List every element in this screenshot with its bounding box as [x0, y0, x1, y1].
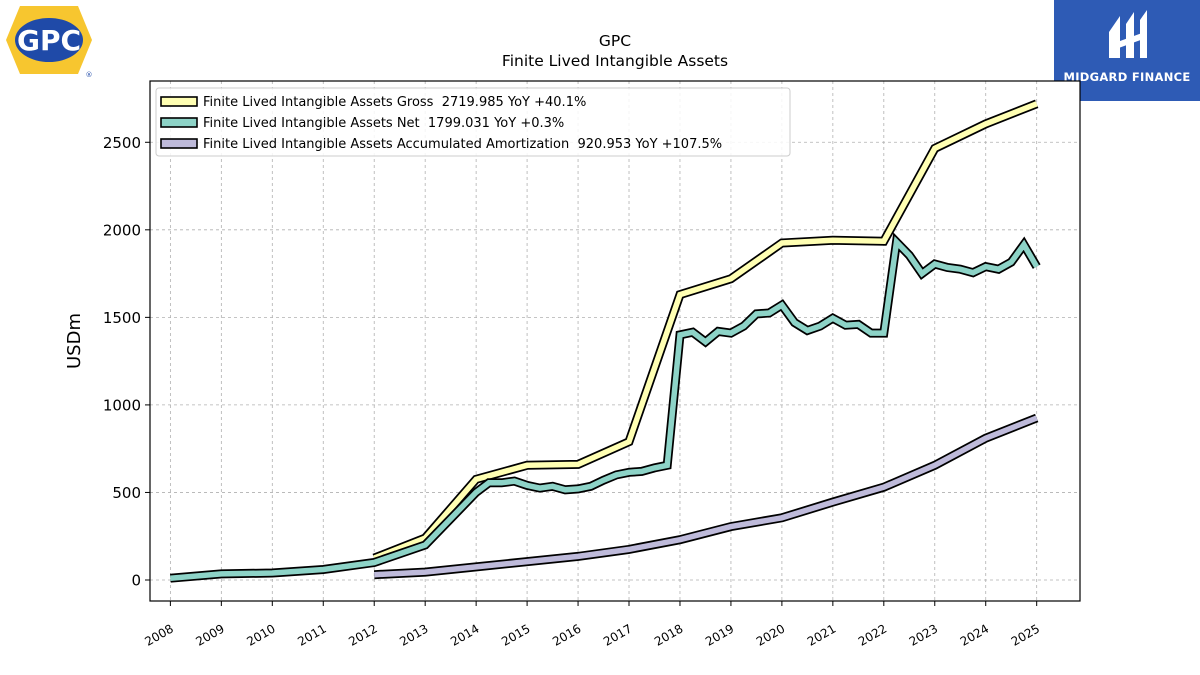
x-tick-label: 2022 — [856, 621, 889, 648]
legend-label: Finite Lived Intangible Assets Accumulat… — [203, 137, 722, 152]
plot-area — [150, 81, 1080, 601]
gpc-logo-oval — [15, 18, 83, 62]
y-tick-label: 1500 — [103, 309, 141, 327]
legend-swatch — [160, 117, 198, 128]
y-tick-label: 2000 — [103, 221, 141, 239]
plot-frame — [149, 80, 1081, 602]
y-tick-label: 1000 — [103, 396, 141, 414]
x-tick-label: 2020 — [754, 621, 787, 648]
x-tick-label: 2019 — [703, 621, 736, 648]
x-tick-label: 2015 — [499, 621, 532, 648]
y-tick-label: 500 — [112, 484, 141, 502]
legend-label: Finite Lived Intangible Assets Net 1799.… — [203, 116, 564, 131]
gpc-logo-text: GPC — [17, 24, 81, 57]
x-tick-label: 2021 — [805, 621, 838, 648]
x-tick-label: 2008 — [142, 621, 175, 648]
series-line-0 — [373, 101, 1038, 561]
legend-label: Finite Lived Intangible Assets Gross 271… — [203, 95, 586, 110]
x-tick-label: 2009 — [193, 621, 226, 648]
x-tick-label: 2012 — [346, 621, 379, 648]
midgard-finance-label: MIDGARD FINANCE — [1063, 70, 1191, 84]
x-tick-label: 2016 — [550, 621, 583, 648]
x-tick-label: 2010 — [244, 621, 277, 648]
gpc-logo-registered-mark: ® — [86, 71, 93, 78]
series-line-2 — [374, 415, 1038, 578]
x-tick-label: 2025 — [1009, 621, 1042, 648]
chart-title: GPC — [598, 32, 632, 50]
legend-swatch — [160, 96, 198, 107]
legend-box — [155, 87, 791, 157]
y-tick-label: 0 — [131, 571, 141, 589]
x-tick-label: 2011 — [295, 621, 328, 648]
x-tick-label: 2013 — [397, 621, 430, 648]
y-tick-label: 2500 — [103, 134, 141, 152]
gpc-logo: GPC ® — [4, 4, 94, 79]
x-tick-label: 2014 — [448, 621, 481, 648]
chart-subtitle: Finite Lived Intangible Assets — [501, 52, 729, 70]
x-tick-label: 2018 — [652, 621, 685, 648]
midgard-finance-logo: MIDGARD FINANCE — [1054, 0, 1200, 101]
y-axis-label: USDm — [64, 313, 85, 369]
series-line-1 — [170, 236, 1040, 581]
midgard-emblem-icon — [1109, 10, 1147, 58]
x-tick-label: 2017 — [601, 621, 634, 648]
legend-swatch — [160, 138, 198, 149]
x-tick-label: 2023 — [907, 621, 940, 648]
x-tick-label: 2024 — [958, 621, 991, 648]
